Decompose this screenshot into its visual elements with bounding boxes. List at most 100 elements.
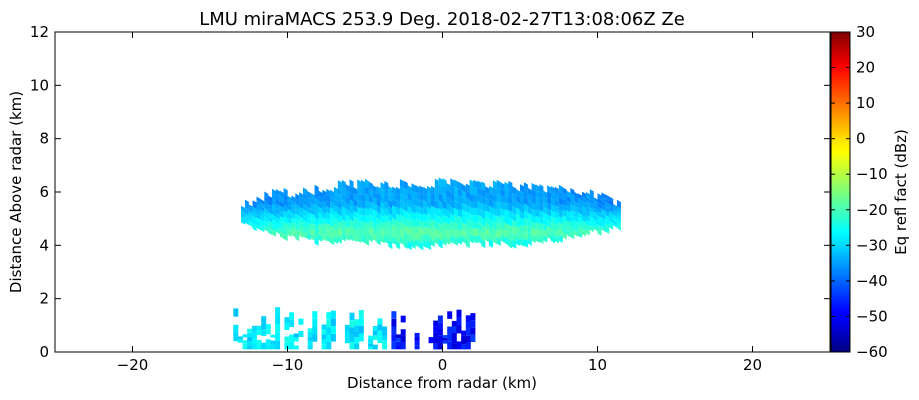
echo-cell xyxy=(244,204,249,210)
echo-cell xyxy=(303,220,308,228)
echo-cell xyxy=(523,182,528,192)
echo-cell xyxy=(251,331,257,338)
echo-cell xyxy=(458,235,463,245)
echo-cell xyxy=(609,203,614,210)
echo-cell xyxy=(306,227,311,236)
echo-cell xyxy=(326,234,331,243)
echo-cell xyxy=(318,201,323,210)
echo-cell xyxy=(585,219,590,227)
echo-cell xyxy=(539,222,544,232)
echo-cell xyxy=(430,225,435,234)
echo-cell xyxy=(279,195,284,204)
echo-cell xyxy=(233,324,239,333)
echo-cell xyxy=(318,207,323,215)
echo-cell xyxy=(609,217,614,223)
echo-cell xyxy=(372,335,378,340)
echo-cell xyxy=(353,234,358,243)
echo-cell xyxy=(287,204,292,212)
echo-cell xyxy=(437,342,443,350)
echo-cell xyxy=(450,227,455,237)
echo-cell xyxy=(589,193,594,201)
x-tick-label: −20 xyxy=(117,356,149,374)
echo-cell xyxy=(601,204,606,212)
echo-cell xyxy=(597,206,602,214)
echo-cell xyxy=(256,207,261,213)
echo-cell xyxy=(442,335,448,338)
echo-cell xyxy=(361,234,366,244)
echo-cell xyxy=(535,221,540,231)
echo-cell xyxy=(237,336,243,340)
echo-cell xyxy=(558,209,563,219)
echo-cell xyxy=(527,187,532,197)
echo-cell xyxy=(438,177,443,188)
echo-cell xyxy=(496,215,501,225)
echo-cell xyxy=(291,221,296,229)
echo-cell xyxy=(314,191,319,201)
echo-cell xyxy=(585,196,590,204)
echo-cell xyxy=(248,213,253,218)
echo-cell xyxy=(392,223,397,233)
echo-cell xyxy=(353,210,358,219)
echo-cell xyxy=(531,183,536,192)
echo-cell xyxy=(597,224,602,232)
echo-cell xyxy=(585,192,590,199)
echo-cell xyxy=(349,320,355,328)
echo-cell xyxy=(341,186,346,196)
echo-cell xyxy=(345,184,350,193)
echo-cell xyxy=(380,188,385,198)
echo-cell xyxy=(388,213,393,223)
echo-cell xyxy=(349,334,355,342)
echo-cell xyxy=(477,228,482,238)
echo-cell xyxy=(458,201,463,211)
echo-cell xyxy=(415,191,420,201)
echo-cell xyxy=(458,228,463,239)
echo-cell xyxy=(601,225,606,232)
echo-cell xyxy=(345,214,350,223)
echo-cell xyxy=(330,189,335,198)
echo-cell xyxy=(523,196,528,206)
echo-cell xyxy=(613,213,618,219)
echo-cell xyxy=(399,186,404,196)
echo-cell xyxy=(376,211,381,220)
echo-cell xyxy=(520,190,525,200)
echo-cell xyxy=(419,241,424,251)
echo-cell xyxy=(516,231,521,240)
echo-cell xyxy=(403,202,408,213)
echo-cell xyxy=(434,228,439,238)
echo-cell xyxy=(330,318,336,327)
echo-cell xyxy=(470,313,476,321)
echo-cell xyxy=(437,315,443,323)
echo-cell xyxy=(310,198,315,206)
echo-cell xyxy=(582,224,587,232)
echo-cell xyxy=(500,201,505,211)
echo-cell xyxy=(322,200,327,209)
echo-cell xyxy=(295,198,300,206)
echo-cell xyxy=(570,204,575,213)
echo-cell xyxy=(365,178,370,189)
echo-cell xyxy=(358,333,364,342)
echo-cell xyxy=(433,320,439,327)
echo-cell xyxy=(384,187,389,197)
echo-cell xyxy=(275,222,280,230)
echo-cell xyxy=(523,217,528,227)
echo-cell xyxy=(260,202,265,209)
echo-cell xyxy=(485,222,490,231)
echo-cell xyxy=(251,325,257,332)
echo-cell xyxy=(330,231,335,240)
echo-cell xyxy=(344,337,350,344)
echo-cell xyxy=(349,205,354,215)
echo-cell xyxy=(407,206,412,216)
echo-cell xyxy=(566,205,571,213)
echo-cell xyxy=(446,196,451,206)
echo-cell xyxy=(500,182,505,192)
echo-cell xyxy=(353,187,358,196)
echo-cell xyxy=(527,218,532,228)
echo-cell xyxy=(372,221,377,230)
echo-cell xyxy=(473,200,478,210)
echo-cell xyxy=(303,225,308,234)
echo-cell xyxy=(357,186,362,196)
echo-cell xyxy=(233,308,239,317)
echo-cell xyxy=(396,334,401,339)
echo-cell xyxy=(451,320,457,327)
echo-cell xyxy=(279,231,284,239)
